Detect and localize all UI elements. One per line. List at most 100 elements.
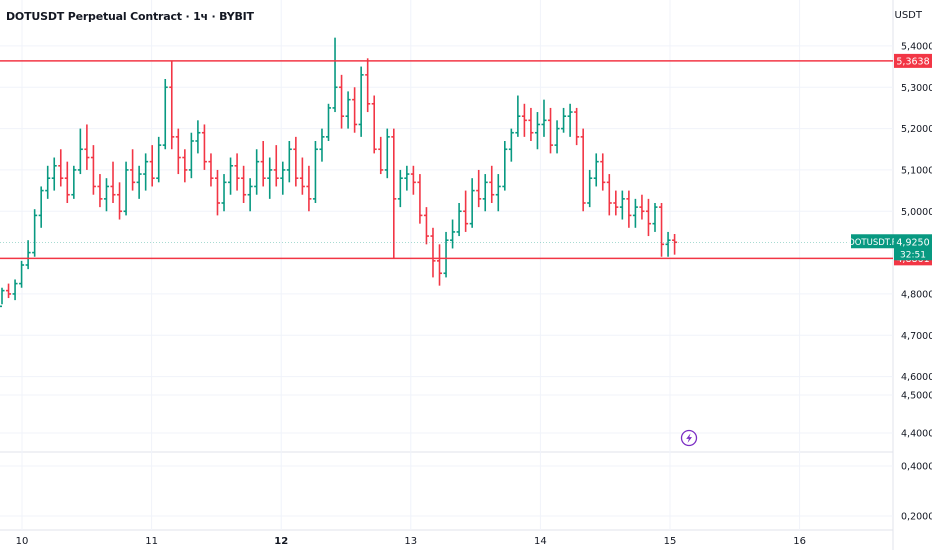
ohlc-bar (38, 186, 44, 228)
ohlc-bar (502, 140, 508, 191)
ohlc-bar (326, 103, 331, 141)
time-axis: 10 11 12 13 14 15 16 (16, 536, 806, 547)
ohlc-bar (58, 149, 64, 187)
price-tick-label: 4,8000 (901, 289, 932, 300)
ohlc-bar (574, 107, 580, 146)
currency-label[interactable]: USDT (894, 10, 922, 21)
ohlc-bar (515, 95, 521, 137)
ohlc-bar (103, 178, 109, 212)
ohlc-bar (312, 140, 318, 203)
ohlc-bar (130, 149, 136, 191)
grid (0, 0, 894, 550)
price-tick-label: 0,2000 (901, 512, 932, 523)
ohlc-bar (672, 233, 678, 255)
ohlc-bar (606, 174, 612, 216)
ohlc-bar (548, 107, 554, 154)
ohlc-bar (561, 107, 567, 133)
ohlc-bar (365, 58, 371, 113)
ohlc-bar (639, 194, 645, 220)
last-price-label: 4,9250 (896, 237, 929, 248)
ohlc-bar (0, 287, 5, 308)
lightning-icon[interactable] (680, 429, 698, 447)
ohlc-bar (652, 202, 658, 232)
ohlc-bar (659, 202, 665, 257)
ohlc-bar (587, 169, 593, 208)
time-tick-label: 11 (145, 536, 158, 547)
price-tick-label: 5,0000 (901, 207, 932, 218)
ohlc-bar (430, 227, 436, 278)
ohlc-bar (665, 231, 671, 257)
ohlc-bar (64, 161, 70, 203)
ohlc-bar (423, 207, 429, 245)
ohlc-bar (214, 169, 220, 216)
ohlc-bar (84, 124, 90, 170)
ohlc-bar (378, 136, 384, 175)
price-tick-label: 5,4000 (901, 41, 932, 52)
ohlc-bar (6, 283, 12, 299)
ohlc-bar (162, 78, 168, 150)
ohlc-bar (77, 128, 83, 175)
ohlc-bar (482, 174, 488, 212)
ohlc-bar (182, 149, 188, 183)
ohlc-bar (25, 240, 31, 270)
time-tick-label: 10 (16, 536, 29, 547)
ohlc-bar (567, 103, 573, 137)
ohlc-bar (358, 66, 364, 137)
ohlc-bar (175, 128, 181, 175)
countdown-label: 32:51 (900, 250, 926, 260)
ohlc-bar (149, 145, 155, 187)
price-tick-label: 5,1000 (901, 165, 932, 176)
ohlc-bar (580, 128, 586, 212)
ohlc-bar (267, 157, 273, 199)
ohlc-bar (306, 165, 312, 212)
ohlc-bar (463, 190, 469, 232)
price-tick-label: 5,2000 (901, 124, 932, 135)
horizontal-lines[interactable] (0, 60, 893, 260)
ohlc-bar (208, 153, 214, 187)
ohlc-bar (260, 140, 266, 187)
time-tick-label: 14 (534, 536, 547, 547)
time-tick-label: 16 (793, 536, 806, 547)
ohlc-bar (521, 103, 527, 137)
ohlc-bar (534, 112, 540, 150)
ohlc-bar (71, 165, 77, 199)
ohlc-bar (156, 136, 162, 183)
ohlc-bar (626, 190, 632, 228)
ohlc-bar (19, 260, 25, 288)
ohlc-bar (410, 165, 416, 195)
price-tick-label: 5,3000 (901, 83, 932, 94)
ohlc-bar (117, 182, 123, 220)
ohlc-bar (332, 37, 338, 113)
ohlc-bar (495, 174, 501, 212)
price-tick-label: 0,4000 (901, 462, 932, 473)
ohlc-bar (169, 60, 175, 150)
ohlc-bar (528, 107, 534, 141)
price-axis[interactable]: 5,4000 5,3000 5,2000 5,1000 5,0000 4,8000 4,70… (901, 41, 932, 522)
ohlc-bar (371, 95, 377, 154)
ohlc-bar (254, 149, 260, 195)
ohlc-bar (352, 87, 358, 133)
ohlc-bar (339, 74, 345, 129)
price-tick-label: 4,6000 (901, 372, 932, 383)
ohlc-bar (437, 244, 443, 286)
ohlc-bar (404, 165, 410, 191)
ohlc-bar (188, 132, 194, 179)
ohlc-bar (228, 157, 234, 195)
level-price-tag (894, 53, 932, 68)
ohlc-bar (489, 165, 495, 203)
time-tick-label: 13 (404, 536, 417, 547)
ohlc-bar (195, 120, 201, 154)
ohlc-bar (280, 161, 286, 195)
symbol-tag (851, 234, 894, 249)
ohlc-series (0, 37, 678, 308)
ohlc-bar (143, 153, 149, 191)
ohlc-bar (443, 231, 449, 278)
ohlc-bar (632, 198, 638, 228)
ohlc-bar (619, 190, 625, 220)
last-price-tag (894, 234, 932, 261)
price-tick-label: 4,5000 (901, 391, 932, 402)
ohlc-bar (221, 174, 227, 212)
